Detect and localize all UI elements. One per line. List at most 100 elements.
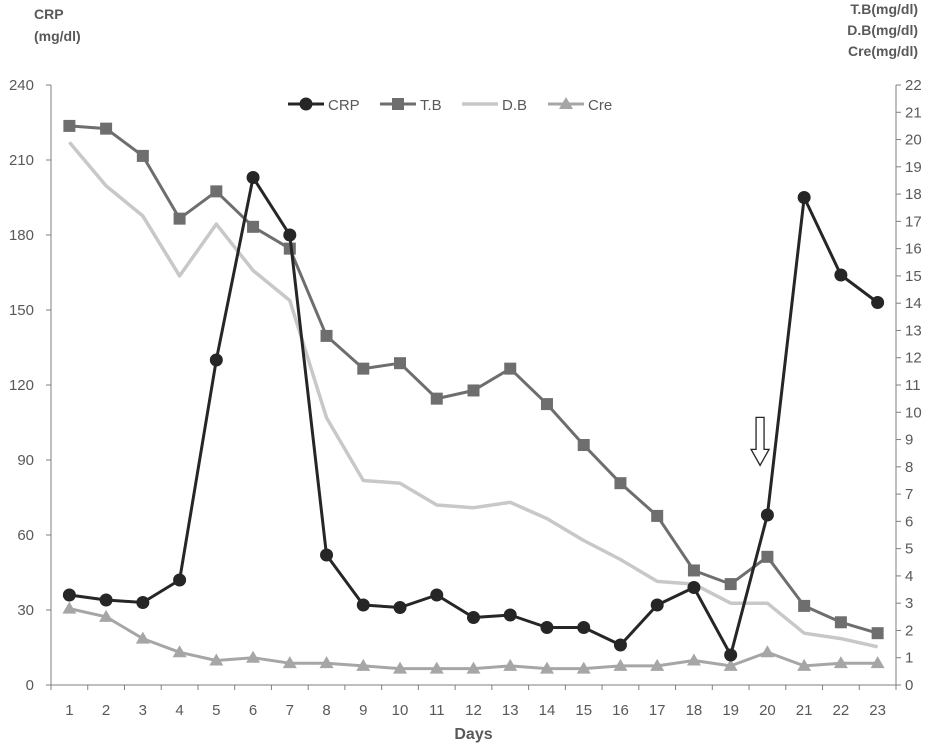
data-point	[63, 119, 76, 132]
data-point	[209, 653, 224, 666]
legend-label: CRP	[328, 97, 360, 114]
series-line	[69, 176, 879, 657]
data-point	[504, 362, 517, 375]
series-cre	[62, 601, 885, 674]
data-point	[577, 621, 591, 634]
data-point	[686, 653, 701, 666]
data-point	[429, 661, 444, 674]
data-point	[467, 611, 480, 624]
right-tick-label: 20	[905, 132, 922, 149]
left-axis-title: CRP (mg/dl)	[34, 6, 81, 44]
right-tick-label: 2	[905, 622, 913, 639]
data-point	[797, 191, 811, 204]
x-tick-label: 5	[212, 702, 220, 719]
data-point	[320, 329, 333, 342]
right-tick-label: 17	[905, 213, 922, 230]
legend-marker	[392, 98, 404, 110]
x-tick-label: 14	[539, 702, 556, 719]
data-point	[283, 228, 297, 242]
down-arrow-icon	[749, 416, 771, 467]
legend-marker	[559, 97, 573, 109]
left-axis-ticks: 0 30 60 90 120 150 180 210 240	[9, 77, 51, 694]
data-point	[760, 508, 774, 522]
right-tick-label: 8	[905, 459, 913, 476]
data-point	[797, 658, 812, 671]
data-point	[833, 656, 848, 669]
data-point	[173, 212, 186, 225]
right-tick-label: 1	[905, 650, 913, 667]
right-axis-title-line: T.B(mg/dl)	[850, 1, 918, 17]
data-point	[320, 548, 334, 562]
data-point	[209, 353, 223, 367]
data-point	[724, 578, 737, 591]
data-point	[99, 593, 113, 607]
left-tick-label: 120	[9, 377, 34, 394]
data-point	[540, 398, 553, 411]
x-tick-label: 16	[612, 702, 629, 719]
data-point	[357, 362, 370, 375]
x-tick-label: 6	[249, 702, 257, 719]
data-point	[761, 550, 774, 563]
data-point	[135, 631, 150, 644]
data-point	[394, 357, 407, 370]
x-tick-label: 23	[869, 702, 886, 719]
data-point	[651, 509, 664, 522]
x-tick-label: 7	[286, 702, 294, 719]
right-tick-label: 13	[905, 322, 922, 339]
right-tick-label: 12	[905, 350, 922, 367]
data-point	[356, 598, 370, 612]
x-tick-label: 8	[322, 702, 330, 719]
right-tick-label: 5	[905, 541, 913, 558]
data-point	[466, 661, 481, 674]
right-tick-label: 21	[905, 104, 922, 121]
data-point	[136, 596, 150, 609]
data-point	[172, 645, 187, 658]
data-point	[540, 621, 554, 634]
data-point	[577, 439, 590, 451]
data-point	[870, 656, 885, 669]
right-tick-label: 19	[905, 159, 922, 176]
data-point	[430, 392, 443, 405]
data-point	[62, 601, 77, 614]
data-point	[430, 588, 444, 602]
right-tick-label: 9	[905, 432, 913, 449]
annotations	[749, 416, 771, 467]
data-point	[393, 661, 408, 674]
left-tick-label: 150	[9, 302, 34, 319]
x-tick-label: 3	[139, 702, 147, 719]
x-tick-label: 19	[722, 702, 739, 719]
right-tick-label: 18	[905, 186, 922, 203]
series-layer	[62, 119, 885, 674]
x-tick-label: 15	[575, 702, 592, 719]
data-point	[503, 608, 517, 622]
right-axis-title-line: D.B(mg/dl)	[847, 22, 918, 38]
left-tick-label: 240	[9, 77, 34, 94]
right-tick-label: 7	[905, 486, 913, 503]
right-tick-label: 15	[905, 268, 922, 285]
left-tick-label: 30	[17, 602, 34, 619]
data-point	[724, 648, 738, 662]
x-tick-label: 2	[102, 702, 110, 719]
x-tick-label: 10	[392, 702, 409, 719]
x-tick-label: 22	[833, 702, 850, 719]
data-point	[650, 598, 664, 612]
data-point	[503, 658, 518, 671]
data-point	[650, 658, 665, 671]
data-point	[871, 627, 884, 640]
data-point	[100, 122, 113, 135]
x-tick-label: 1	[65, 702, 73, 719]
x-tick-label: 20	[759, 702, 776, 719]
x-tick-label: 18	[686, 702, 703, 719]
legend-item: T.B	[380, 97, 442, 114]
data-point	[613, 638, 627, 652]
right-tick-label: 11	[905, 377, 921, 394]
x-tick-label: 21	[796, 702, 813, 719]
data-point	[319, 656, 334, 669]
legend-label: D.B	[502, 97, 527, 114]
left-tick-label: 180	[9, 227, 34, 244]
data-point	[393, 601, 407, 614]
data-point	[576, 661, 591, 674]
data-point	[687, 564, 700, 577]
data-point	[871, 296, 885, 309]
